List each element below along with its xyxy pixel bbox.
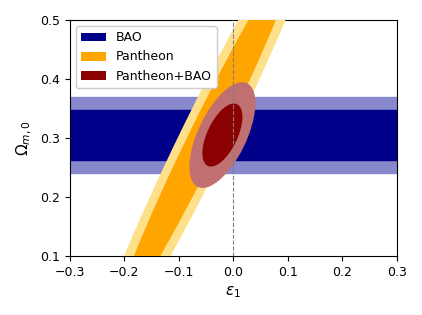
Ellipse shape	[190, 83, 255, 187]
Bar	[70, 110, 397, 160]
Bar	[70, 97, 397, 174]
Ellipse shape	[118, 0, 294, 312]
X-axis label: $\varepsilon_1$: $\varepsilon_1$	[225, 284, 241, 300]
Y-axis label: $\Omega_{m, 0}$: $\Omega_{m, 0}$	[15, 120, 34, 156]
Legend: BAO, Pantheon, Pantheon+BAO: BAO, Pantheon, Pantheon+BAO	[76, 26, 217, 88]
Ellipse shape	[89, 0, 323, 315]
Ellipse shape	[203, 104, 242, 166]
